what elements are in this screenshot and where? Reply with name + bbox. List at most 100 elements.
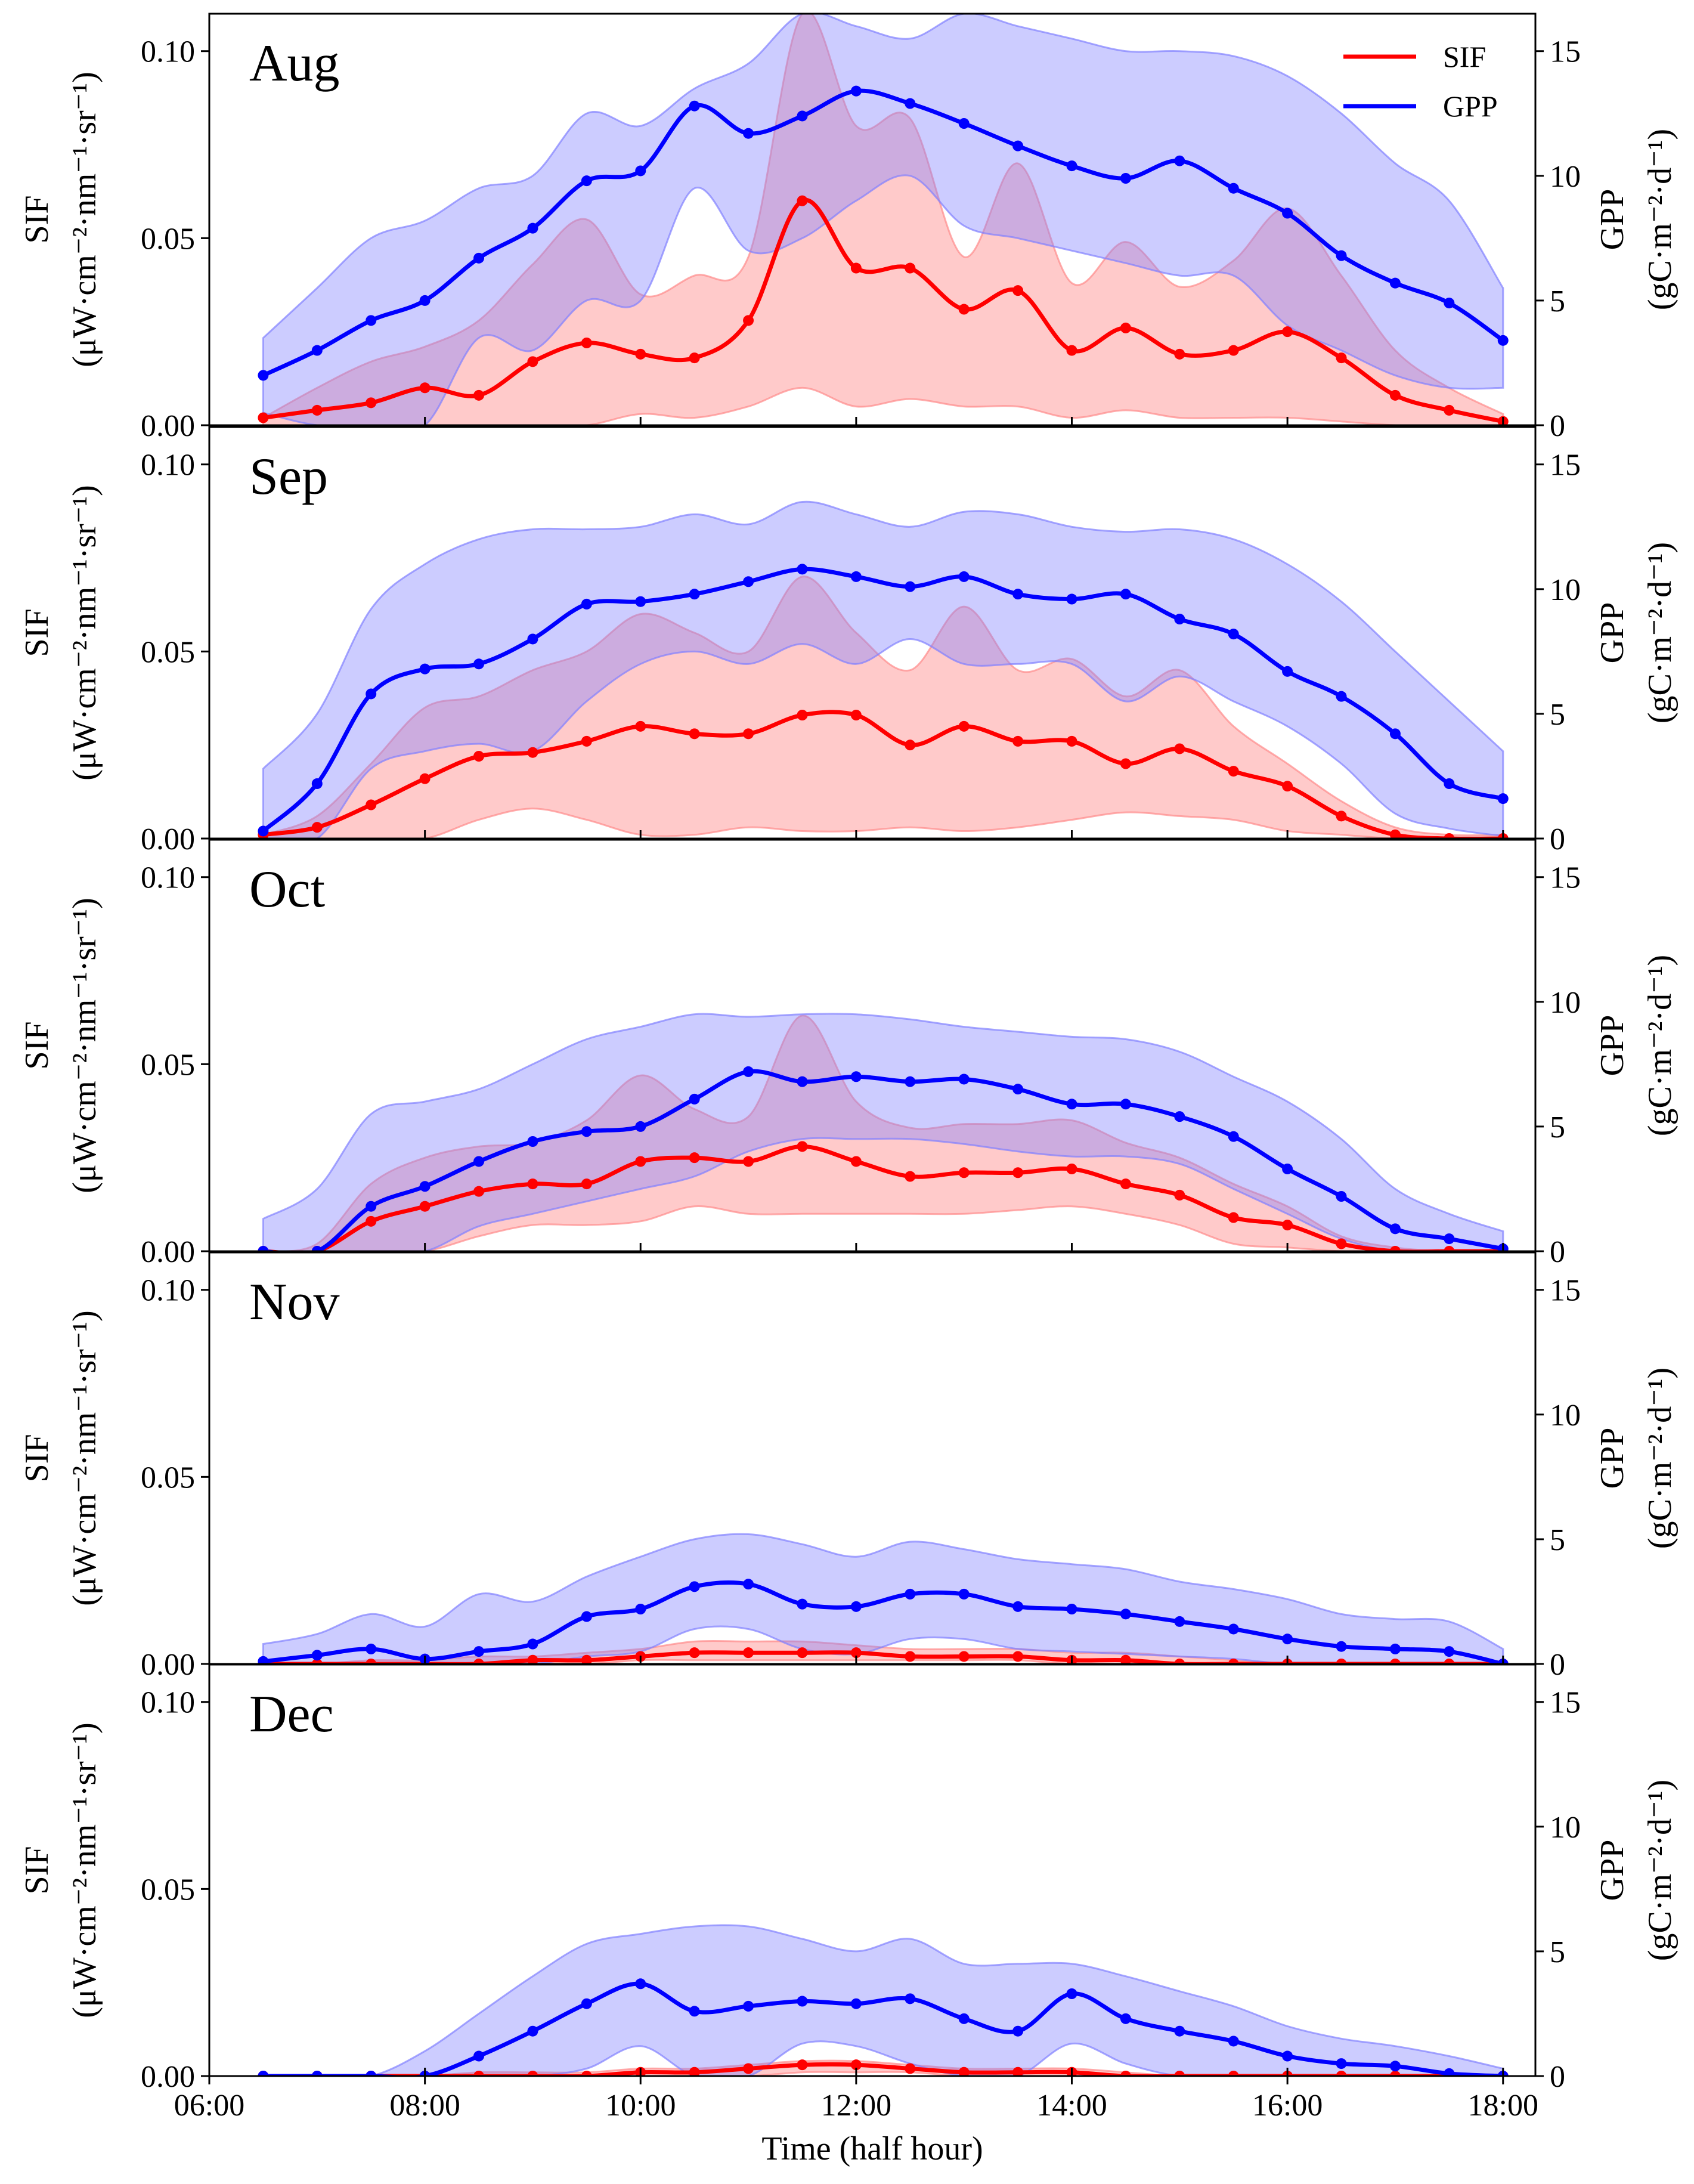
gpp-axis-unit-dec: (gC·m⁻²·d⁻¹): [1642, 1780, 1678, 1961]
sif-point-sep: [1012, 735, 1024, 747]
sif-point-aug: [1066, 345, 1077, 356]
gpp-point-oct: [1228, 1131, 1239, 1142]
gpp-line-oct: [263, 1069, 1504, 1251]
gpp-point-oct: [1012, 1084, 1024, 1095]
gpp-band-oct: [262, 1013, 1504, 1251]
gpp-point-dec: [689, 2006, 700, 2017]
sif-point-dec: [1336, 2071, 1347, 2076]
sif-tick-label-oct: 0.10: [141, 861, 195, 895]
gpp-point-aug: [419, 295, 431, 306]
gpp-point-dec: [1282, 2050, 1293, 2062]
gpp-point-nov: [958, 1588, 970, 1600]
panel-frame-dec: [208, 1663, 1537, 2077]
sif-point-sep: [366, 799, 377, 811]
gpp-point-sep: [1336, 691, 1347, 702]
sif-axis-title-oct: SIF (μW·cm⁻²·nm⁻¹·sr⁻¹): [18, 898, 103, 1193]
gpp-tick-label-aug: 5: [1550, 284, 1565, 318]
month-label-aug: Aug: [249, 35, 340, 92]
sif-axis-title-dec: SIF (μW·cm⁻²·nm⁻¹·sr⁻¹): [18, 1722, 103, 2018]
gpp-point-oct: [527, 1136, 538, 1147]
sif-point-dec: [527, 2071, 538, 2076]
gpp-point-oct: [1120, 1099, 1131, 1110]
gpp-point-sep: [311, 778, 323, 789]
sif-tick-label-sep: 0.05: [141, 635, 195, 669]
sif-point-oct: [1066, 1164, 1077, 1174]
gpp-point-sep: [581, 598, 592, 610]
gpp-tick-label-nov: 15: [1550, 1274, 1581, 1308]
gpp-point-oct: [311, 1246, 323, 1251]
sif-point-aug: [905, 262, 916, 274]
sif-point-aug: [258, 412, 269, 423]
gpp-point-nov: [1012, 1601, 1024, 1612]
gpp-tick-label-dec: 15: [1550, 1686, 1581, 1720]
sif-point-sep: [1336, 811, 1347, 822]
gpp-point-dec: [473, 2050, 485, 2062]
sif-point-nov: [311, 1659, 323, 1664]
gpp-point-nov: [527, 1638, 538, 1650]
sif-point-dec: [1228, 2071, 1239, 2076]
sif-point-aug: [1336, 352, 1347, 364]
sif-point-sep: [1174, 743, 1185, 754]
gpp-point-dec: [850, 1998, 862, 2009]
sif-point-aug: [1120, 322, 1131, 333]
gpp-tick-label-aug: 10: [1550, 160, 1581, 194]
panel-dec: 0.00 0.05 0.10 0 5 10 15 Dec SIF (μW·cm⁻²·nm⁻¹·sr…: [18, 1663, 1678, 2094]
gpp-point-aug: [1497, 335, 1509, 346]
sif-axis-label-oct: SIF: [18, 1022, 55, 1070]
sif-point-sep: [1066, 735, 1077, 747]
sif-point-sep: [311, 822, 323, 833]
gpp-tick-label-sep: 15: [1550, 448, 1581, 482]
gpp-point-nov: [311, 1650, 323, 1661]
plot-area-nov: [258, 1533, 1509, 1664]
sif-point-oct: [1174, 1189, 1185, 1201]
sif-point-nov: [1228, 1659, 1239, 1664]
sif-tick-label-nov: 0.05: [141, 1461, 195, 1495]
gpp-tick-label-nov: 5: [1550, 1523, 1565, 1557]
gpp-axis-title-aug: GPP (gC·m⁻²·d⁻¹): [1594, 129, 1678, 310]
sif-tick-label-aug: 0.10: [141, 35, 195, 69]
sif-point-aug: [527, 356, 538, 367]
gpp-point-oct: [581, 1126, 592, 1137]
gpp-point-aug: [1389, 277, 1401, 289]
sif-band-sep: [262, 576, 1504, 839]
sif-axis-label-dec: SIF: [18, 1846, 55, 1895]
sif-axis-unit-aug: (μW·cm⁻²·nm⁻¹·sr⁻¹): [66, 72, 103, 367]
gpp-tick-label-sep: 0: [1550, 822, 1565, 856]
gpp-point-nov: [1228, 1623, 1239, 1635]
gpp-tick-label-aug: 0: [1550, 409, 1565, 443]
sif-axis-label-aug: SIF: [18, 196, 55, 244]
sif-point-dec: [905, 2063, 916, 2074]
sif-point-sep: [527, 747, 538, 758]
gpp-axis-title-oct: GPP (gC·m⁻²·d⁻¹): [1594, 955, 1678, 1136]
sif-band-aug: [262, 14, 1504, 425]
gpp-point-aug: [1012, 140, 1024, 151]
sif-point-sep: [743, 728, 754, 740]
gpp-point-aug: [958, 118, 970, 129]
sif-point-aug: [1012, 285, 1024, 296]
gpp-point-sep: [1174, 614, 1185, 624]
plot-area-dec: [258, 1924, 1509, 2076]
sif-point-oct: [958, 1167, 970, 1178]
sif-point-aug: [419, 382, 431, 394]
gpp-axis-label-oct: GPP: [1594, 1015, 1631, 1076]
gpp-point-sep: [527, 633, 538, 645]
gpp-point-nov: [1444, 1646, 1455, 1657]
sif-point-oct: [797, 1141, 808, 1152]
gpp-point-sep: [1497, 793, 1509, 805]
x-tick-label: 16:00: [1252, 2089, 1323, 2123]
gpp-point-aug: [689, 100, 700, 112]
gpp-point-oct: [1444, 1233, 1455, 1245]
sif-point-sep: [1282, 781, 1293, 792]
gpp-axis-title-sep: GPP (gC·m⁻²·d⁻¹): [1594, 542, 1678, 723]
gpp-point-oct: [635, 1121, 646, 1132]
sif-point-dec: [797, 2059, 808, 2071]
gpp-tick-label-dec: 0: [1550, 2060, 1565, 2094]
sif-point-nov: [581, 1654, 592, 1664]
gpp-tick-label-oct: 15: [1550, 861, 1581, 895]
gpp-point-nov: [581, 1611, 592, 1622]
sif-axis-title-nov: SIF (μW·cm⁻²·nm⁻¹·sr⁻¹): [18, 1310, 103, 1606]
month-label-dec: Dec: [249, 1685, 334, 1743]
gpp-point-dec: [1066, 1988, 1077, 1999]
gpp-point-oct: [1174, 1111, 1185, 1122]
